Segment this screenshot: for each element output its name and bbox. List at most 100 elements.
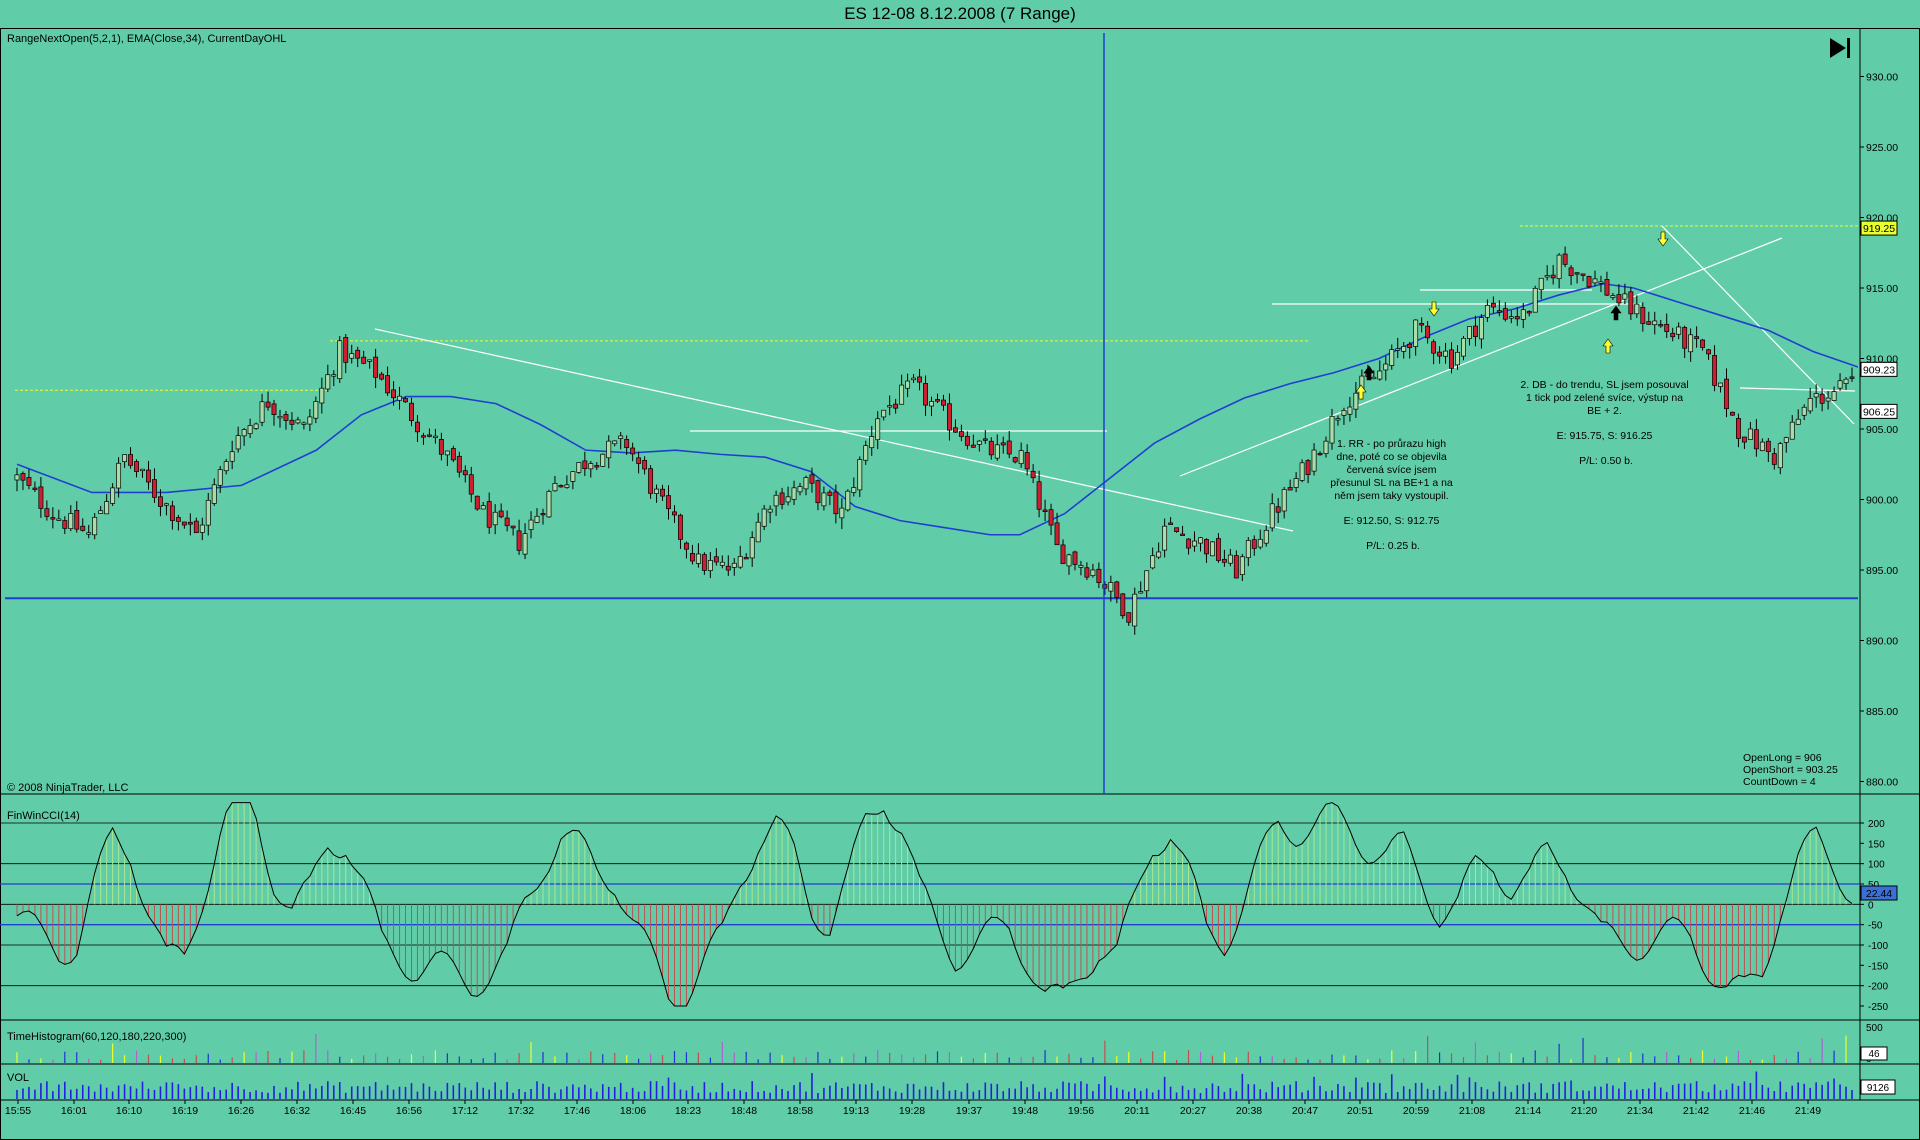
cci-tick-label: -200 xyxy=(1868,982,1888,993)
cci-tick-label: -150 xyxy=(1868,961,1888,972)
candle xyxy=(845,489,851,512)
candle xyxy=(415,415,420,443)
candle xyxy=(1526,310,1532,317)
time-axis-label: 18:06 xyxy=(620,1105,646,1117)
candle xyxy=(1221,549,1227,567)
annotation-2-line: P/L: 0.50 b. xyxy=(1579,455,1633,467)
candle xyxy=(1305,459,1311,484)
candle xyxy=(1556,253,1562,289)
candle xyxy=(911,374,917,384)
skip-to-end-icon[interactable] xyxy=(1830,38,1850,58)
candle xyxy=(1461,336,1466,361)
candle xyxy=(982,430,988,444)
candle xyxy=(833,484,839,524)
candle xyxy=(187,513,193,536)
candle xyxy=(923,375,928,416)
candle xyxy=(1174,527,1180,533)
candle xyxy=(881,409,887,421)
volume-panel[interactable]: VOL 9126 xyxy=(7,1071,1896,1099)
candle xyxy=(941,394,946,411)
candle xyxy=(612,440,618,447)
candle xyxy=(558,484,564,488)
candle xyxy=(1210,541,1215,557)
candle xyxy=(1299,459,1305,483)
candle xyxy=(1467,326,1472,346)
candle xyxy=(1048,503,1054,536)
candle xyxy=(32,481,38,492)
candle xyxy=(444,450,450,467)
candle xyxy=(134,459,139,478)
candle xyxy=(1580,273,1586,282)
candle xyxy=(122,454,128,468)
time-axis-label: 16:45 xyxy=(340,1105,366,1117)
candle xyxy=(1700,338,1706,351)
candle xyxy=(725,555,731,576)
candle xyxy=(1233,550,1239,579)
candle xyxy=(1490,296,1496,314)
candle xyxy=(193,517,199,534)
annotation-1-line: 1. RR - po průrazu high xyxy=(1337,438,1446,450)
candle xyxy=(205,492,211,536)
candle xyxy=(1215,533,1221,563)
candle xyxy=(367,359,373,369)
candle xyxy=(1120,592,1126,619)
candle xyxy=(1281,486,1287,519)
candle xyxy=(749,531,755,567)
time-axis-label: 21:08 xyxy=(1459,1105,1485,1117)
candle xyxy=(1287,479,1293,491)
candle xyxy=(755,512,761,543)
candle xyxy=(1096,562,1102,589)
candle xyxy=(821,486,827,511)
cci-panel[interactable]: FinWinCCI(14) 200150100500-50-100-150-20… xyxy=(0,802,1898,1013)
cci-value-badge-text: 22.44 xyxy=(1866,888,1892,900)
time-histogram-panel[interactable]: TimeHistogram(60,120,180,220,300) 500 0 … xyxy=(7,1023,1888,1065)
candle xyxy=(1383,356,1389,381)
cci-tick-label: 0 xyxy=(1868,900,1874,911)
candle xyxy=(140,468,145,478)
candle xyxy=(994,434,1000,461)
price-panel[interactable]: RangeNextOpen(5,2,1), EMA(Close,34), Cur… xyxy=(5,33,1898,794)
time-axis-label: 21:42 xyxy=(1683,1105,1709,1117)
candle xyxy=(839,498,845,530)
copyright-label: © 2008 NinjaTrader, LLC xyxy=(7,782,128,794)
time-axis-label: 20:27 xyxy=(1180,1105,1206,1117)
candle xyxy=(331,370,337,387)
candle xyxy=(229,440,235,470)
candle xyxy=(1251,535,1257,556)
candle xyxy=(887,395,893,416)
candle xyxy=(1532,285,1538,313)
candle xyxy=(223,458,229,475)
candle xyxy=(594,462,600,471)
candle xyxy=(1263,525,1269,547)
chart-area[interactable]: RangeNextOpen(5,2,1), EMA(Close,34), Cur… xyxy=(0,28,1920,1140)
candle xyxy=(1795,409,1801,425)
candle xyxy=(355,346,361,368)
candle xyxy=(1323,436,1329,458)
candle xyxy=(899,374,905,405)
candle xyxy=(265,391,271,411)
stat-open-long: OpenLong = 906 xyxy=(1743,752,1822,764)
cci-tick-label: 100 xyxy=(1868,860,1885,871)
candle xyxy=(803,475,809,496)
annotation-2-line: BE + 2. xyxy=(1587,405,1622,417)
candle xyxy=(964,431,970,450)
candle xyxy=(827,489,833,506)
candle xyxy=(301,421,307,430)
candle xyxy=(588,460,594,478)
candle xyxy=(1425,320,1431,344)
candle xyxy=(707,552,713,579)
candle xyxy=(1550,264,1556,285)
candle xyxy=(564,475,570,489)
volume-value-badge: 9126 xyxy=(1860,1079,1896,1095)
candle xyxy=(1718,382,1723,393)
candle xyxy=(116,457,122,498)
cci-tick-label: -250 xyxy=(1868,1002,1888,1013)
trend-line xyxy=(1661,225,1855,425)
candle xyxy=(1658,319,1664,328)
candle xyxy=(1239,553,1245,581)
candle xyxy=(104,494,110,515)
candle xyxy=(211,478,217,506)
candle xyxy=(1484,299,1490,322)
time-axis-label: 18:58 xyxy=(787,1105,813,1117)
price-tick-label: 930.00 xyxy=(1866,72,1898,84)
